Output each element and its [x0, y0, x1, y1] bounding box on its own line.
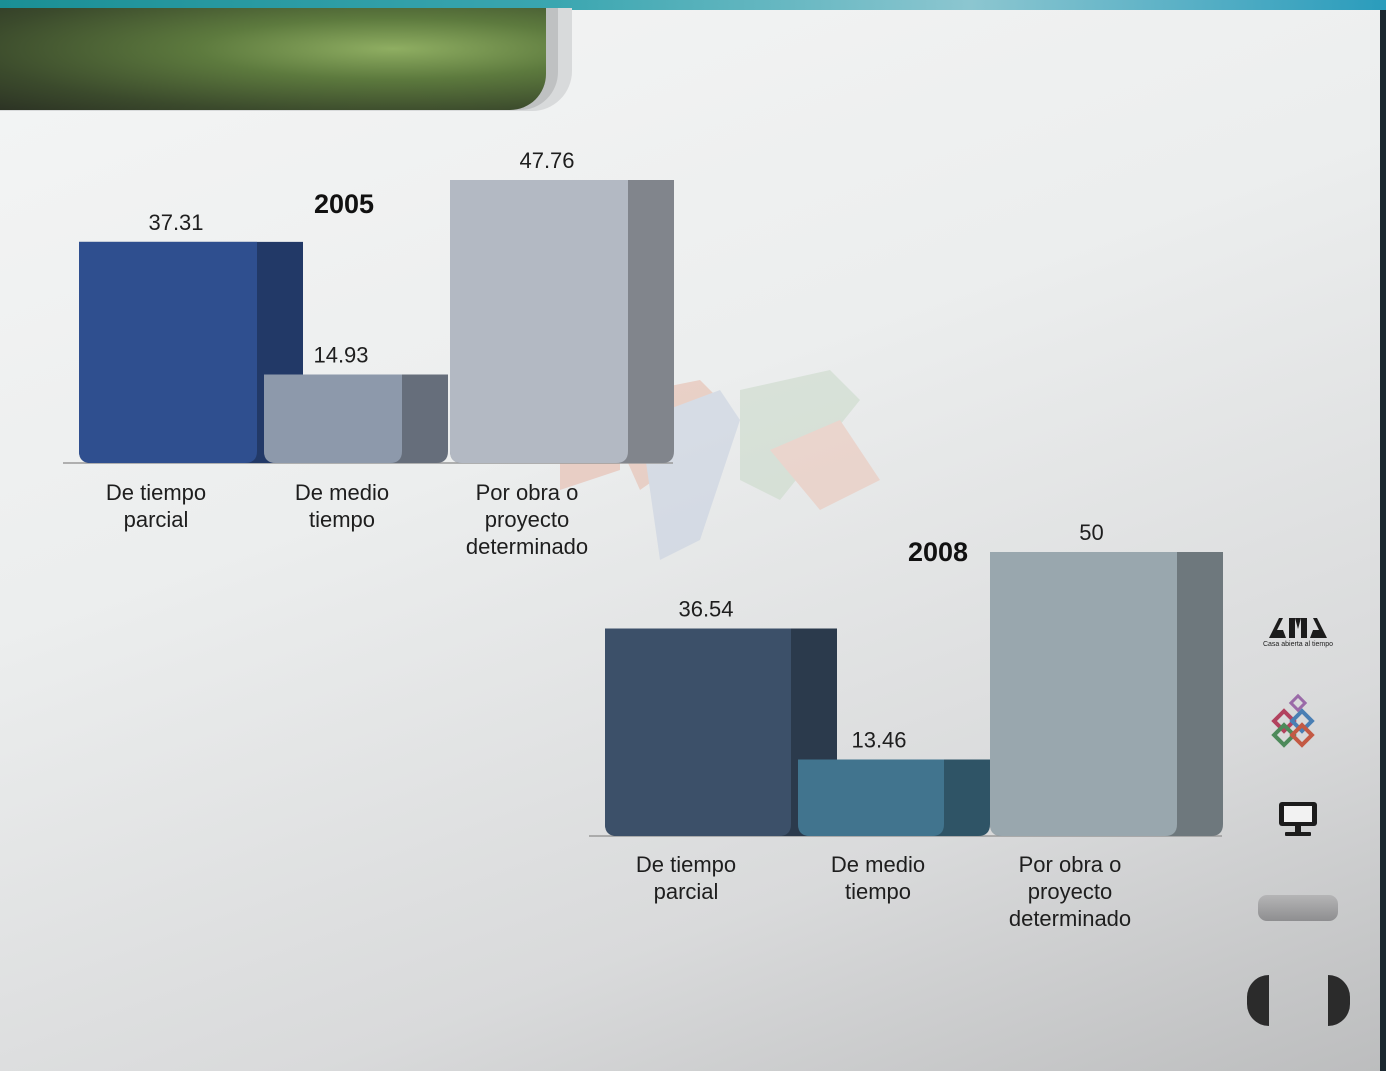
bar-face: [990, 552, 1177, 836]
menu-pill-button[interactable]: [1258, 895, 1338, 921]
bar-face: [798, 759, 944, 836]
uam-mark-icon: [1269, 617, 1327, 638]
bar-face: [605, 628, 791, 836]
previous-icon[interactable]: [1247, 975, 1269, 1026]
chart-2008-category-label: Por obra o proyecto determinado: [1008, 852, 1132, 931]
chart-2005-title: 2005: [314, 189, 375, 219]
bar-value-label: 37.31: [148, 210, 203, 235]
title-banner: [0, 8, 546, 110]
bar-value-label: 13.46: [851, 728, 906, 753]
chart-2008-title: 2008: [908, 537, 969, 567]
monitor-icon[interactable]: [1275, 798, 1321, 840]
bar: [605, 628, 837, 836]
chart-2005-category-label: De medio tiempo: [294, 480, 390, 532]
next-icon[interactable]: [1328, 975, 1350, 1026]
bar-value-label: 47.76: [519, 148, 574, 173]
bar: [79, 241, 303, 463]
bar-value-label: 14.93: [313, 343, 368, 368]
top-accent-bar: [0, 0, 1386, 10]
logo-caption: Casa abierta al tiempo: [1262, 640, 1334, 648]
uam-logo-icon[interactable]: Casa abierta al tiempo: [1262, 612, 1334, 652]
bar: [264, 374, 448, 463]
chart-2008-category-label: De tiempo parcial: [635, 852, 737, 904]
right-edge-panel: [1380, 10, 1386, 1071]
chart-2008-category-label: De medio tiempo: [830, 852, 926, 904]
bar-face: [79, 241, 257, 463]
chart-2005-category-label: De tiempo parcial: [105, 480, 207, 532]
chart-2005-category-label: Por obra o proyecto determinado: [465, 480, 589, 559]
bar: [450, 180, 674, 463]
bar-value-label: 36.54: [678, 596, 733, 621]
bar: [798, 759, 990, 836]
bar: [990, 552, 1223, 836]
bar-face: [450, 180, 628, 463]
bar-face: [264, 374, 402, 463]
bar-value-label: 50: [1079, 520, 1103, 545]
sections-icon[interactable]: [1268, 688, 1328, 748]
